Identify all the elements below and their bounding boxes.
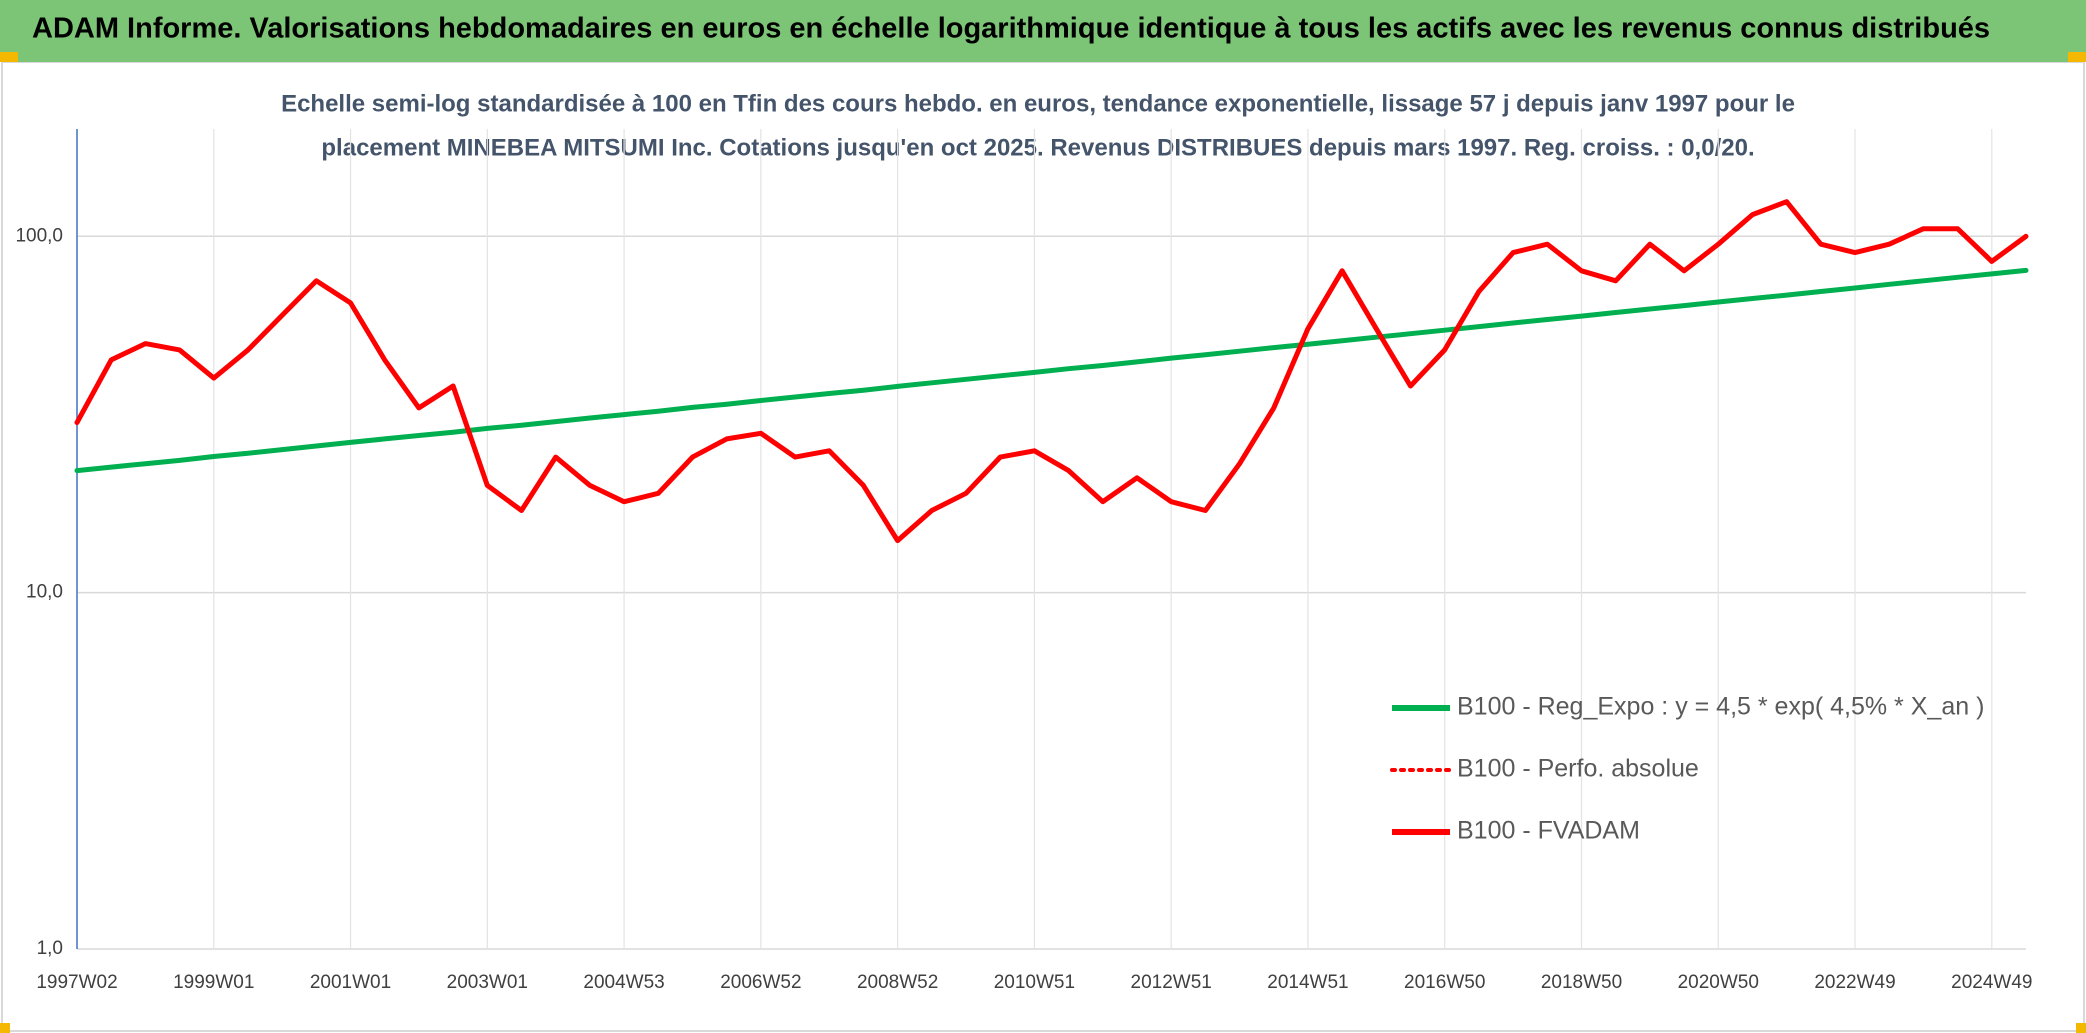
x-tick-label: 2024W49 — [1951, 972, 2032, 993]
corner — [2076, 1023, 2086, 1033]
x-tick-label: 2010W51 — [994, 972, 1075, 993]
x-tick-label: 2001W01 — [310, 972, 391, 993]
legend-label: B100 - Reg_Expo : y = 4,5 * exp( 4,5% * … — [1457, 693, 1984, 721]
series-line — [74, 199, 2029, 544]
x-tick-label: 1999W01 — [173, 972, 254, 993]
legend-label: B100 - FVADAM — [1457, 817, 1640, 845]
x-tick-label: 2014W51 — [1267, 972, 1348, 993]
corner — [2068, 52, 2086, 62]
x-tick-label: 2006W52 — [720, 972, 801, 993]
subtitle: Echelle semi-log standardisée à 100 en T… — [281, 90, 1795, 117]
x-tick-label: 2008W52 — [857, 972, 938, 993]
x-tick-label: 2022W49 — [1814, 972, 1895, 993]
x-tick-label: 2003W01 — [447, 972, 528, 993]
y-tick-label: 10,0 — [26, 582, 63, 603]
header-band — [0, 0, 2086, 62]
x-tick-label: 2004W53 — [583, 972, 664, 993]
legend-label: B100 - Perfo. absolue — [1457, 755, 1699, 783]
corner — [0, 1023, 10, 1033]
corner — [0, 52, 18, 62]
x-tick-label: 1997W02 — [36, 972, 117, 993]
subtitle: placement MINEBEA MITSUMI Inc. Cotations… — [321, 134, 1754, 161]
x-tick-label: 2020W50 — [1678, 972, 1759, 993]
y-tick-label: 1,0 — [37, 938, 63, 959]
x-tick-label: 2018W50 — [1541, 972, 1622, 993]
x-tick-label: 2016W50 — [1404, 972, 1485, 993]
series-line — [74, 267, 2029, 474]
page-title: ADAM Informe. Valorisations hebdomadaire… — [32, 13, 1990, 45]
y-tick-label: 100,0 — [15, 225, 63, 246]
x-tick-label: 2012W51 — [1131, 972, 1212, 993]
